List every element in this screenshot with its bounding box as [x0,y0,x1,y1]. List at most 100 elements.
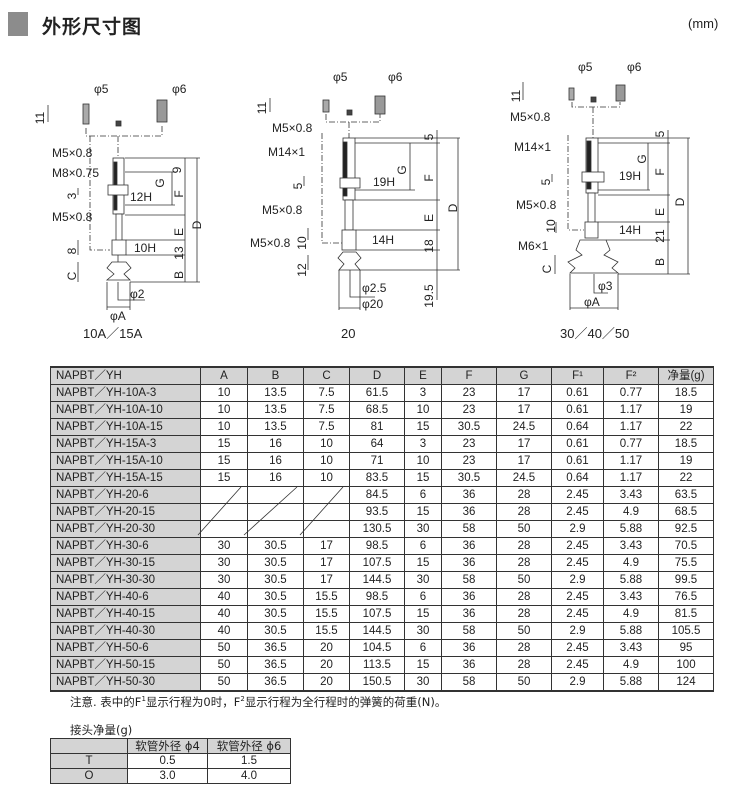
value-cell: 2.45 [551,554,604,572]
value-cell: 15 [200,469,248,487]
dimension-label: M6×1 [518,239,549,253]
value-cell: 22 [658,418,714,436]
value-cell: 36.5 [247,656,304,674]
value-cell: 6 [404,639,442,657]
model-cell: NAPBT／YH-40-6 [50,588,201,606]
value-cell: 17 [303,537,350,555]
value-cell: 15.5 [303,588,350,606]
value-cell: 50 [496,673,552,692]
value-cell: 0.77 [603,384,659,402]
value-cell [303,503,350,521]
value-cell [303,486,350,504]
value-cell: 28 [496,537,552,555]
value-cell: 17 [496,435,552,453]
value-cell: 4.9 [603,656,659,674]
value-cell: 28 [496,486,552,504]
value-cell [247,486,304,504]
value-cell: 50 [496,520,552,538]
value-cell: 36 [441,537,497,555]
value-cell: 58 [441,520,497,538]
model-cell: NAPBT／YH [50,366,201,385]
value-cell: 105.5 [658,622,714,640]
value-cell: 36 [441,588,497,606]
value-cell: 28 [496,656,552,674]
value-cell: 5.88 [603,520,659,538]
value-cell: 30.5 [247,537,304,555]
model-cell: NAPBT／YH-15A-10 [50,452,201,470]
value-cell: 15.5 [303,605,350,623]
dimension-label: 19H [373,175,395,189]
dimension-label: 9 [170,166,184,173]
dimension-label: 11 [509,89,523,102]
value-cell: 2.45 [551,588,604,606]
table-row: NAPBT／YH-30-15 30 30.5 17 107.5 15 36 28 2.45 4.9… [50,554,714,572]
unit-label: (mm) [688,16,719,31]
value-cell: 净量(g) [658,366,714,385]
value-cell: 4.0 [207,768,291,784]
value-cell: F¹ [551,366,604,385]
value-cell: 84.5 [349,486,405,504]
table-row: NAPBT／YH-15A-3 15 16 10 64 3 23 17 0.61 0.77 18.5 [50,435,714,453]
value-cell: 5.88 [603,622,659,640]
value-cell: 1.17 [603,418,659,436]
model-cell: NAPBT／YH-15A-3 [50,435,201,453]
drawing-10a-15a [47,99,200,310]
value-cell: 10 [303,435,350,453]
table-header-row: NAPBT／YH A B C D E F G F¹ F² 净量(g) [50,366,714,385]
value-cell: 36.5 [247,673,304,692]
value-cell: 23 [441,401,497,419]
value-cell: 99.5 [658,571,714,589]
table-row: NAPBT／YH-10A-10 10 13.5 7.5 68.5 10 23 17 0.61 1.… [50,401,714,419]
value-cell: 3.43 [603,639,659,657]
table-row: NAPBT／YH-10A-15 10 13.5 7.5 81 15 30.5 24.5 0.64… [50,418,714,436]
value-cell: 28 [496,554,552,572]
dimension-label: 5 [539,178,553,185]
table-row: NAPBT／YH-50-6 50 36.5 20 104.5 6 36 28 2.45 3.43 9… [50,639,714,657]
dimension-label: D [446,203,460,212]
value-cell [247,520,304,538]
table-row: NAPBT／YH-30-30 30 30.5 17 144.5 30 58 50 2.9 5.88… [50,571,714,589]
value-cell: 2.9 [551,520,604,538]
value-cell: 83.5 [349,469,405,487]
dimension-label: 11 [33,111,47,124]
value-cell: 7.5 [303,401,350,419]
value-cell: 1.5 [207,753,291,769]
value-cell: 16 [247,435,304,453]
dimension-label: G [153,178,167,187]
value-cell: 28 [496,639,552,657]
value-cell: 19 [658,401,714,419]
value-cell: 0.64 [551,469,604,487]
value-cell: 0.61 [551,452,604,470]
table-row: NAPBT／YH-15A-10 15 16 10 71 10 23 17 0.61 1.17 19 [50,452,714,470]
model-cell: NAPBT／YH-20-6 [50,486,201,504]
dimension-label: 5 [291,182,305,189]
dimension-label: G [395,165,409,174]
value-cell: 58 [441,673,497,692]
value-cell: 75.5 [658,554,714,572]
value-cell: 113.5 [349,656,405,674]
value-cell: 0.77 [603,435,659,453]
table-row: NAPBT／YH-15A-15 15 16 10 83.5 15 30.5 24.5 0.64 1… [50,469,714,487]
value-cell: 28 [496,588,552,606]
value-cell: 61.5 [349,384,405,402]
value-cell: 63.5 [658,486,714,504]
joint-weight-title: 接头净量(g) [70,723,133,737]
dimension-label: M5×0.8 [272,121,313,135]
dimension-label: 10 [544,219,558,233]
model-cell: NAPBT／YH-40-15 [50,605,201,623]
dimension-label: φ5 [578,60,593,74]
value-cell: 30 [404,571,442,589]
value-cell: 18.5 [658,384,714,402]
value-cell: A [200,366,248,385]
value-cell: 50 [200,656,248,674]
value-cell: 10 [303,452,350,470]
dimension-label: 19H [619,169,641,183]
value-cell: 0.5 [127,753,208,769]
value-cell: B [247,366,304,385]
value-cell: 30.5 [441,469,497,487]
dimension-label: F [653,168,667,175]
dimension-label: 18 [422,239,436,253]
dimension-label: 3 [65,192,79,199]
value-cell: 2.45 [551,639,604,657]
